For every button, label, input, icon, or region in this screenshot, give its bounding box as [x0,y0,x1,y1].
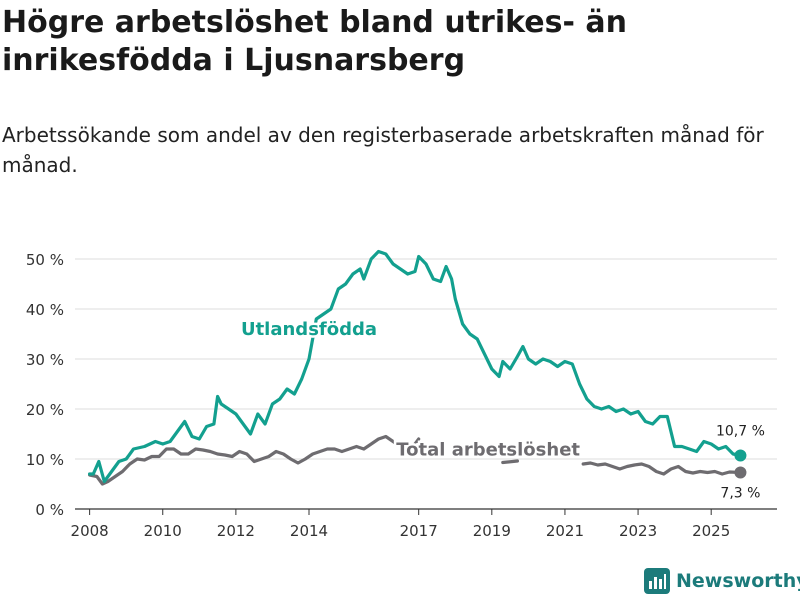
series-label-total: Total arbetslöshet [396,440,580,461]
x-tick-label: 2017 [400,522,438,540]
x-tick-label: 2021 [546,522,584,540]
x-tick-label: 2023 [619,522,657,540]
series-line-utlandsfodda [88,249,742,484]
y-tick-label: 50 % [26,251,64,269]
series-end-dot-total [734,466,747,479]
y-tick-label: 10 % [26,451,64,469]
x-tick-label: 2019 [473,522,511,540]
x-tick-label: 2008 [71,522,109,540]
series-end-dot-utlandsfodda [734,449,747,462]
y-tick-label: 0 % [35,501,64,519]
series-line-total [501,459,519,465]
y-tick-label: 20 % [26,401,64,419]
y-tick-label: 30 % [26,351,64,369]
end-value-label-utlandsfodda: 10,7 % [716,424,765,440]
chart-title: Högre arbetslöshet bland utrikes- än inr… [2,5,627,78]
series-line-total [88,434,421,486]
x-tick-label: 2025 [692,522,730,540]
series-line-total [581,461,742,476]
x-tick-label: 2010 [144,522,182,540]
x-tick-label: 2014 [290,522,328,540]
chart-subtitle: Arbetssökande som andel av den registerb… [2,123,764,177]
brand-logo: Newsworthy [644,568,800,594]
newsworthy-logo-icon [644,568,670,594]
series-label-utlandsfodda: Utlandsfödda [241,319,377,340]
line-chart: 0 % 10 % 20 % 30 % 40 % 50 % 2008 2010 2012 2014 2… [26,249,777,540]
y-tick-label: 40 % [26,301,64,319]
brand-name: Newsworthy [676,570,800,592]
x-tick-label: 2012 [217,522,255,540]
end-value-label-total: 7,3 % [720,486,760,502]
